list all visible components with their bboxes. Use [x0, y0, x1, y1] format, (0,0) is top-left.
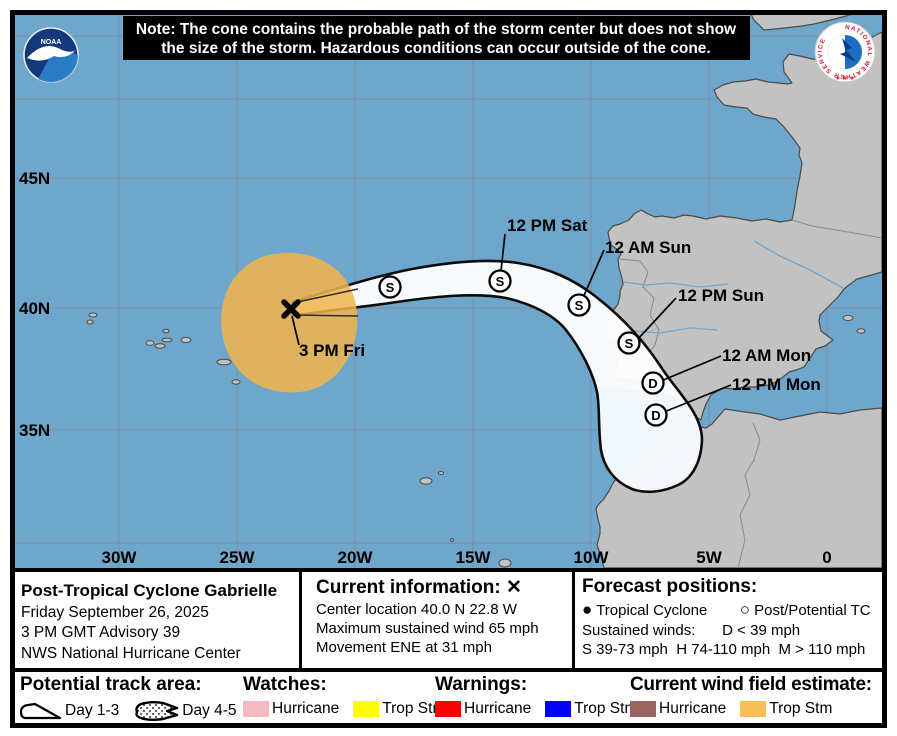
noaa-logo-text: NOAA: [41, 39, 62, 46]
forecast-point-6: D: [644, 403, 668, 427]
max-wind: Maximum sustained wind 65 mph: [316, 620, 539, 637]
time-label-current: 3 PM Fri: [299, 341, 365, 360]
point-letter: S: [625, 336, 634, 351]
post-tc-label: Post/Potential TC: [754, 602, 871, 619]
note-line1: Note: The cone contains the probable pat…: [136, 21, 737, 38]
watches-title: Watches:: [243, 674, 327, 695]
hurricane-watch-swatch: [243, 701, 269, 717]
label-leader-lines: [291, 233, 732, 413]
storm-title: Post-Tropical Cyclone Gabrielle: [21, 581, 278, 600]
storm-agency: NWS National Hurricane Center: [21, 644, 241, 662]
lon-label-30w: 30W: [102, 548, 138, 567]
shm-scale-line: S 39-73 mph H 74-110 mph M > 110 mph: [582, 641, 866, 658]
cone-tail-edges: [292, 288, 359, 317]
track-area-title: Potential track area:: [20, 674, 202, 695]
day1-3-cone-icon: [20, 702, 62, 720]
forecast-positions-title: Forecast positions:: [582, 576, 758, 597]
current-info-title: Current information: ✕: [316, 576, 572, 599]
current-position-x-icon: [281, 299, 301, 319]
storm-info-panel: Post-Tropical Cyclone Gabrielle Friday S…: [15, 572, 302, 668]
lon-label-10w: 10W: [574, 548, 610, 567]
storm-advisory: 3 PM GMT Advisory 39: [21, 624, 181, 641]
warnings-title: Warnings:: [435, 674, 528, 695]
tropstm-windfield-swatch: [740, 701, 767, 717]
windfield-legend: Current wind field estimate: Hurricane T…: [630, 674, 872, 718]
position-symbols-line: ● Tropical Cyclone ○ Post/Potential TC: [582, 600, 879, 620]
forecast-point-5: D: [641, 371, 665, 395]
tropstm-watch-label: Trop Stm: [382, 700, 446, 717]
divider-map-info: [15, 568, 882, 572]
x-marker-icon: ✕: [506, 577, 522, 598]
time-label-pm-sun: 12 PM Sun: [678, 286, 764, 305]
lon-label-0: 0: [822, 548, 831, 567]
windfield-title: Current wind field estimate:: [630, 674, 872, 695]
graphic-frame: S S S S D D: [10, 9, 887, 728]
hurricane-windfield-swatch: [630, 701, 656, 717]
svg-text:★ ★ ★: ★ ★ ★: [835, 75, 854, 82]
info-row: Post-Tropical Cyclone Gabrielle Friday S…: [15, 572, 882, 668]
tropical-cyclone-label: Tropical Cyclone: [596, 602, 708, 619]
map-svg: S S S S D D: [15, 9, 883, 569]
lat-label-35n: 35N: [19, 421, 50, 440]
islands: [86, 312, 866, 568]
day4-5-label: Day 4-5: [182, 702, 237, 719]
time-label-am-sun: 12 AM Sun: [605, 238, 691, 257]
current-info-title-text: Current information:: [316, 577, 501, 598]
lon-label-15w: 15W: [456, 548, 492, 567]
forecast-point-2: S: [488, 269, 512, 293]
lat-label-45n: 45N: [19, 169, 50, 188]
wind-field-trop-stm: [221, 253, 358, 393]
forecast-point-3: S: [567, 293, 591, 317]
point-letter: S: [575, 298, 584, 313]
post-tc-circle-icon: ○: [739, 600, 750, 619]
time-labels: 12 PM Sat 12 AM Sun 12 PM Sun 12 AM Mon …: [299, 216, 821, 394]
watches-legend: Watches: Hurricane Trop Stm: [243, 674, 459, 718]
noaa-logo: NOAA: [23, 27, 79, 83]
hurricane-windfield-label: Hurricane: [659, 700, 727, 717]
warnings-legend: Warnings: Hurricane Trop Stm: [435, 674, 651, 718]
divider-info-legend: [15, 668, 882, 672]
potential-track-legend: Potential track area: Day 1-3 Day 4-5: [20, 674, 251, 722]
lon-label-20w: 20W: [338, 548, 374, 567]
point-letter: S: [386, 280, 395, 295]
hurricane-warning-swatch: [435, 701, 461, 717]
movement: Movement ENE at 31 mph: [316, 639, 492, 656]
forecast-point-1: S: [378, 275, 402, 299]
d-scale-label: D < 39 mph: [722, 622, 801, 639]
sustained-winds-line: Sustained winds: D < 39 mph: [582, 622, 879, 639]
tropstm-watch-swatch: [353, 701, 380, 717]
tropstm-warning-swatch: [545, 701, 572, 717]
point-letter: S: [496, 274, 505, 289]
time-label-am-mon: 12 AM Mon: [722, 346, 811, 365]
tropstm-warning-label: Trop Stm: [574, 700, 638, 717]
legend-row: Potential track area: Day 1-3 Day 4-5: [15, 672, 882, 723]
center-location: Center location 40.0 N 22.8 W: [316, 601, 517, 618]
lat-label-40n: 40N: [19, 299, 50, 318]
lon-label-5w: 5W: [696, 548, 722, 567]
point-letter: D: [651, 408, 660, 423]
forecast-positions-panel: Forecast positions: ● Tropical Cyclone ○…: [575, 572, 879, 668]
note-line2: the size of the storm. Hazardous conditi…: [161, 40, 710, 57]
map-area: S S S S D D: [15, 9, 883, 569]
forecast-point-4: S: [617, 331, 641, 355]
current-info-panel: Current information: ✕ Center location 4…: [302, 572, 575, 668]
day4-5-stippled-icon: [135, 701, 179, 721]
forecast-points: S S S S D D: [378, 269, 668, 427]
sustained-winds-label: Sustained winds:: [582, 622, 696, 639]
day1-3-label: Day 1-3: [65, 702, 120, 719]
time-label-sat: 12 PM Sat: [507, 216, 588, 235]
hurricane-warning-label: Hurricane: [464, 700, 532, 717]
point-letter: D: [648, 376, 657, 391]
hurricane-watch-label: Hurricane: [272, 700, 340, 717]
tropical-cyclone-dot-icon: ●: [582, 600, 593, 619]
note-box: Note: The cone contains the probable pat…: [123, 16, 750, 60]
tropstm-windfield-label: Trop Stm: [769, 700, 833, 717]
lon-label-25w: 25W: [220, 548, 256, 567]
land-france-iberia: [602, 31, 883, 421]
storm-date: Friday September 26, 2025: [21, 603, 209, 621]
axis-labels: 45N 40N 35N 30W 25W 20W 15W 10W 5W 0: [19, 169, 832, 567]
time-label-pm-mon: 12 PM Mon: [732, 375, 821, 394]
nws-logo: NATIONAL WEATHER SERVICE ★ ★ ★: [814, 21, 876, 83]
